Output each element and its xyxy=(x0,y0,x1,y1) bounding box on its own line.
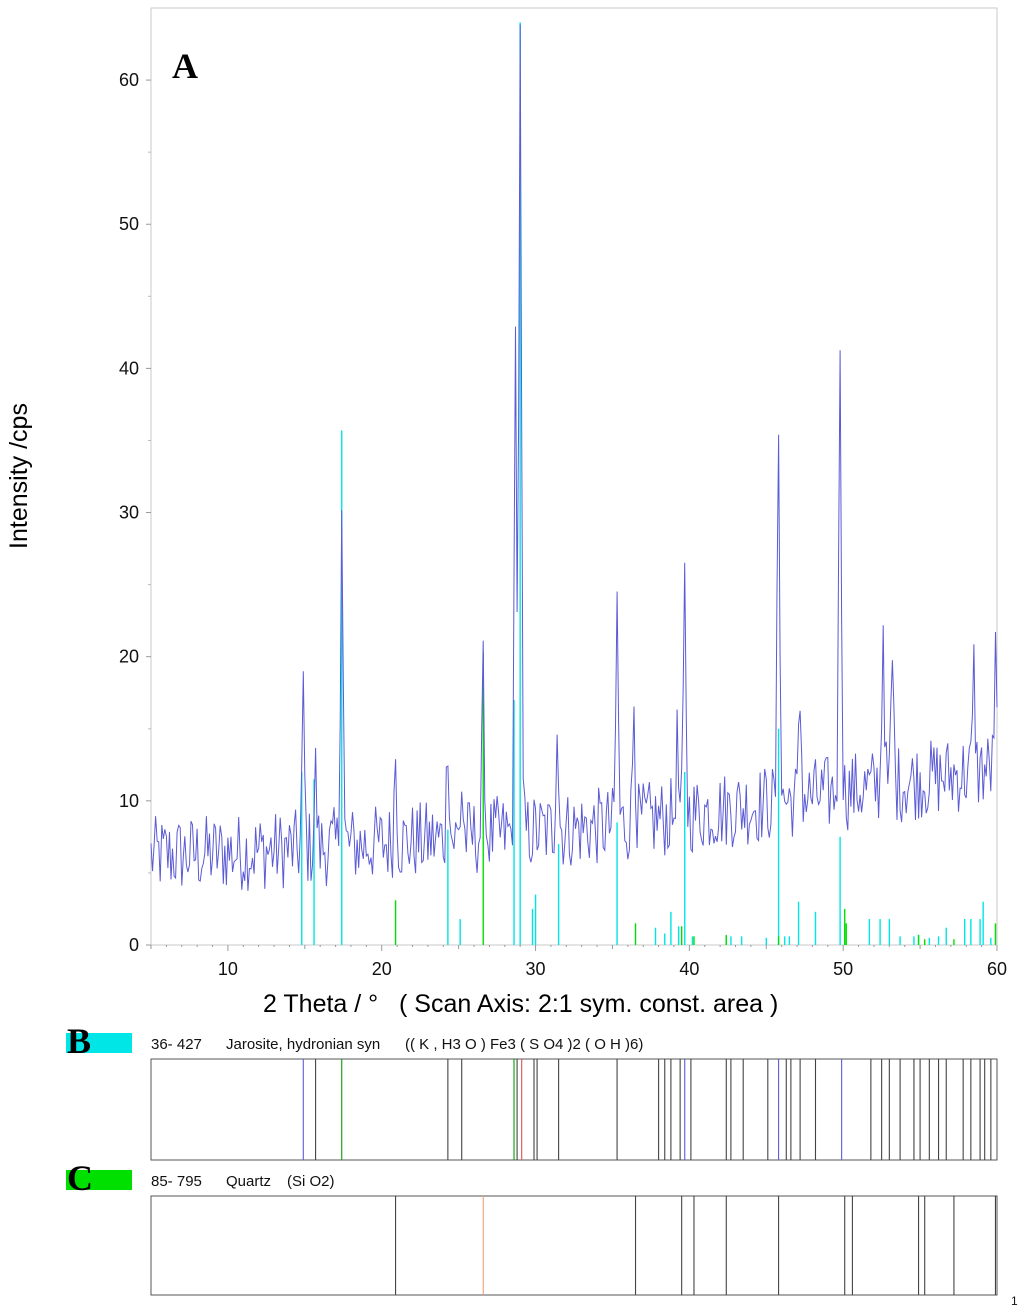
diffraction-pattern-line xyxy=(150,24,998,891)
x-tick-label: 40 xyxy=(679,959,699,979)
card-number-c: 85- 795 xyxy=(151,1173,202,1190)
strip-lines-b xyxy=(302,1059,992,1160)
y-tick-label: 40 xyxy=(119,358,139,378)
card-number-b: 36- 427 xyxy=(151,1036,202,1053)
panel-label-a: A xyxy=(172,46,198,86)
x-tick-label: 30 xyxy=(526,959,546,979)
corner-mark: 1 xyxy=(1011,1294,1018,1308)
main-plot: 0 10 20 30 40 50 60 10 20 30 40 50 60 A xyxy=(119,7,1007,979)
strip-lines-c xyxy=(395,1196,997,1295)
y-tick-label: 10 xyxy=(119,791,139,811)
x-tick-label: 10 xyxy=(218,959,238,979)
panel-label-b: B xyxy=(67,1021,91,1061)
plot-frame xyxy=(150,7,998,946)
x-axis: 10 20 30 40 50 60 xyxy=(150,945,1007,979)
phase-formula-c: (Si O2) xyxy=(287,1173,335,1190)
phase-name-b: Jarosite, hydronian syn xyxy=(226,1036,380,1053)
y-tick-label: 20 xyxy=(119,647,139,667)
y-tick-label: 50 xyxy=(119,214,139,234)
strip-frame-c xyxy=(150,1195,998,1296)
y-tick-label: 0 xyxy=(129,935,139,955)
y-axis-title: Intensity /cps xyxy=(5,403,33,549)
reference-sticks xyxy=(301,22,997,945)
x-axis-title: 2 Theta / ° ( Scan Axis: 2:1 sym. const.… xyxy=(263,990,778,1018)
x-tick-label: 20 xyxy=(372,959,392,979)
strip-frame-b xyxy=(150,1058,998,1161)
y-axis: 0 10 20 30 40 50 60 xyxy=(119,70,151,955)
phase-name-c: Quartz xyxy=(226,1173,271,1190)
phase-formula-b: (( K , H3 O ) Fe3 ( S O4 )2 ( O H )6) xyxy=(405,1036,643,1053)
y-tick-label: 30 xyxy=(119,503,139,523)
legend-swatch-c xyxy=(66,1170,132,1190)
x-tick-label: 60 xyxy=(987,959,1007,979)
y-tick-label: 60 xyxy=(119,70,139,90)
reference-strip-b: B 36- 427 Jarosite, hydronian syn (( K ,… xyxy=(66,1021,998,1161)
reference-strip-c: C 85- 795 Quartz (Si O2) xyxy=(66,1158,998,1296)
legend-swatch-b xyxy=(66,1033,132,1053)
x-tick-label: 50 xyxy=(833,959,853,979)
panel-label-c: C xyxy=(67,1158,93,1198)
